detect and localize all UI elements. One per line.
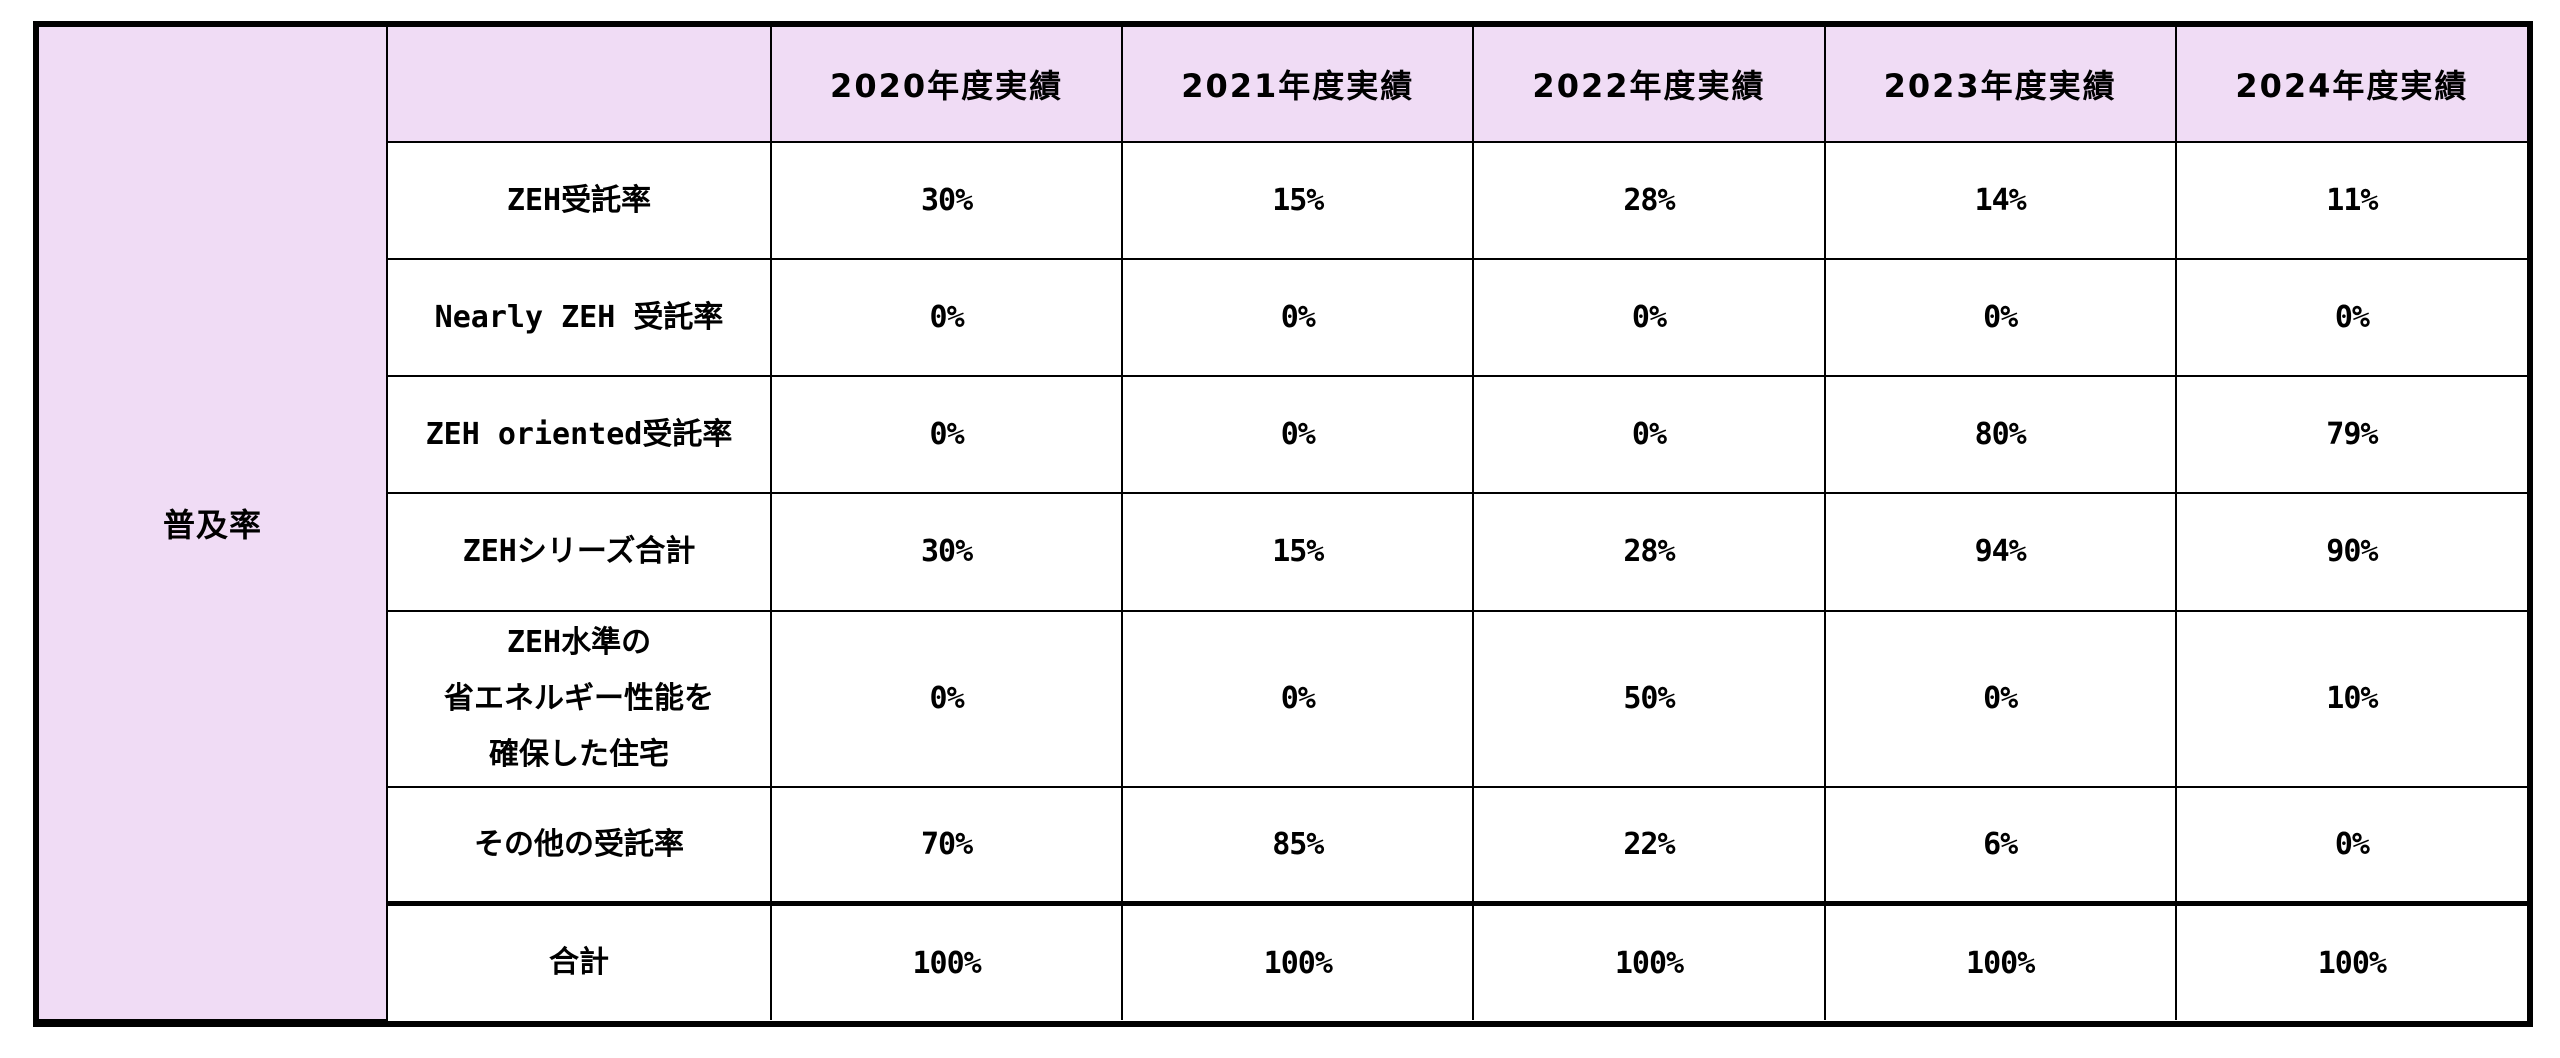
row-label-other: その他の受託率 — [387, 785, 772, 905]
zeh-rate-table-frame: 普及率 2020年度実績 2021年度実績 2022年度実績 2023年度実績 … — [33, 21, 2533, 1027]
value-cell: 30% — [769, 141, 1124, 261]
value-cell: 15% — [1121, 141, 1475, 261]
table-row: ZEHシリーズ合計 30% 15% 28% 94% 90% — [39, 492, 2527, 612]
value-cell: 14% — [1823, 141, 2177, 261]
table-total-row: 合計 100% 100% 100% 100% 100% — [39, 901, 2527, 1020]
row-label-line: ZEH水準の — [506, 624, 652, 660]
value-cell: 0% — [1121, 258, 1475, 378]
value-cell: 0% — [769, 609, 1124, 788]
value-cell: 0% — [1472, 375, 1826, 495]
value-cell: 28% — [1472, 141, 1826, 261]
row-label-line: 確保した住宅 — [489, 736, 669, 772]
row-label-line: 省エネルギー性能を — [444, 680, 714, 716]
row-label-zeh-level-housing: ZEH水準の 省エネルギー性能を 確保した住宅 — [387, 609, 772, 788]
row-label-zeh: ZEH受託率 — [387, 141, 772, 261]
value-cell: 28% — [1472, 492, 1826, 612]
value-cell: 80% — [1823, 375, 2177, 495]
value-cell: 85% — [1121, 785, 1475, 905]
total-value-cell: 100% — [2174, 901, 2527, 1020]
year-header-2024: 2024年度実績 — [2174, 27, 2527, 144]
value-cell: 90% — [2174, 492, 2527, 612]
table-row: ZEH受託率 30% 15% 28% 14% 11% — [39, 141, 2527, 261]
table-row: ZEH水準の 省エネルギー性能を 確保した住宅 0% 0% 50% 0% 10% — [39, 609, 2527, 788]
value-cell: 0% — [769, 258, 1124, 378]
value-cell: 0% — [2174, 785, 2527, 905]
value-cell: 15% — [1121, 492, 1475, 612]
total-value-cell: 100% — [1121, 901, 1475, 1020]
value-cell: 70% — [769, 785, 1124, 905]
value-cell: 22% — [1472, 785, 1826, 905]
category-cell: 普及率 — [39, 27, 388, 1021]
value-cell: 10% — [2174, 609, 2527, 788]
total-value-cell: 100% — [1823, 901, 2177, 1020]
value-cell: 11% — [2174, 141, 2527, 261]
value-cell: 0% — [1823, 258, 2177, 378]
value-cell: 0% — [1121, 609, 1475, 788]
value-cell: 0% — [1472, 258, 1826, 378]
value-cell: 6% — [1823, 785, 2177, 905]
table-row: Nearly ZEH 受託率 0% 0% 0% 0% 0% — [39, 258, 2527, 378]
table-header-row: 普及率 2020年度実績 2021年度実績 2022年度実績 2023年度実績 … — [39, 27, 2527, 1021]
zeh-rate-table: 普及率 2020年度実績 2021年度実績 2022年度実績 2023年度実績 … — [39, 27, 2527, 1021]
header-blank-cell — [386, 27, 772, 144]
row-label-zeh-series-total: ZEHシリーズ合計 — [387, 492, 772, 612]
row-label-total: 合計 — [387, 901, 772, 1020]
value-cell: 0% — [769, 375, 1124, 495]
value-cell: 0% — [1823, 609, 2177, 788]
value-cell: 50% — [1472, 609, 1826, 788]
value-cell: 0% — [1121, 375, 1475, 495]
year-header-2020: 2020年度実績 — [769, 27, 1124, 144]
row-label-nearly-zeh: Nearly ZEH 受託率 — [387, 258, 772, 378]
year-header-2023: 2023年度実績 — [1823, 27, 2177, 144]
value-cell: 0% — [2174, 258, 2527, 378]
table-row: その他の受託率 70% 85% 22% 6% 0% — [39, 785, 2527, 905]
total-value-cell: 100% — [1472, 901, 1826, 1020]
row-label-zeh-oriented: ZEH oriented受託率 — [387, 375, 772, 495]
value-cell: 79% — [2174, 375, 2527, 495]
table-row: ZEH oriented受託率 0% 0% 0% 80% 79% — [39, 375, 2527, 495]
value-cell: 30% — [769, 492, 1124, 612]
total-value-cell: 100% — [769, 901, 1124, 1020]
value-cell: 94% — [1823, 492, 2177, 612]
year-header-2021: 2021年度実績 — [1121, 27, 1475, 144]
year-header-2022: 2022年度実績 — [1472, 27, 1826, 144]
